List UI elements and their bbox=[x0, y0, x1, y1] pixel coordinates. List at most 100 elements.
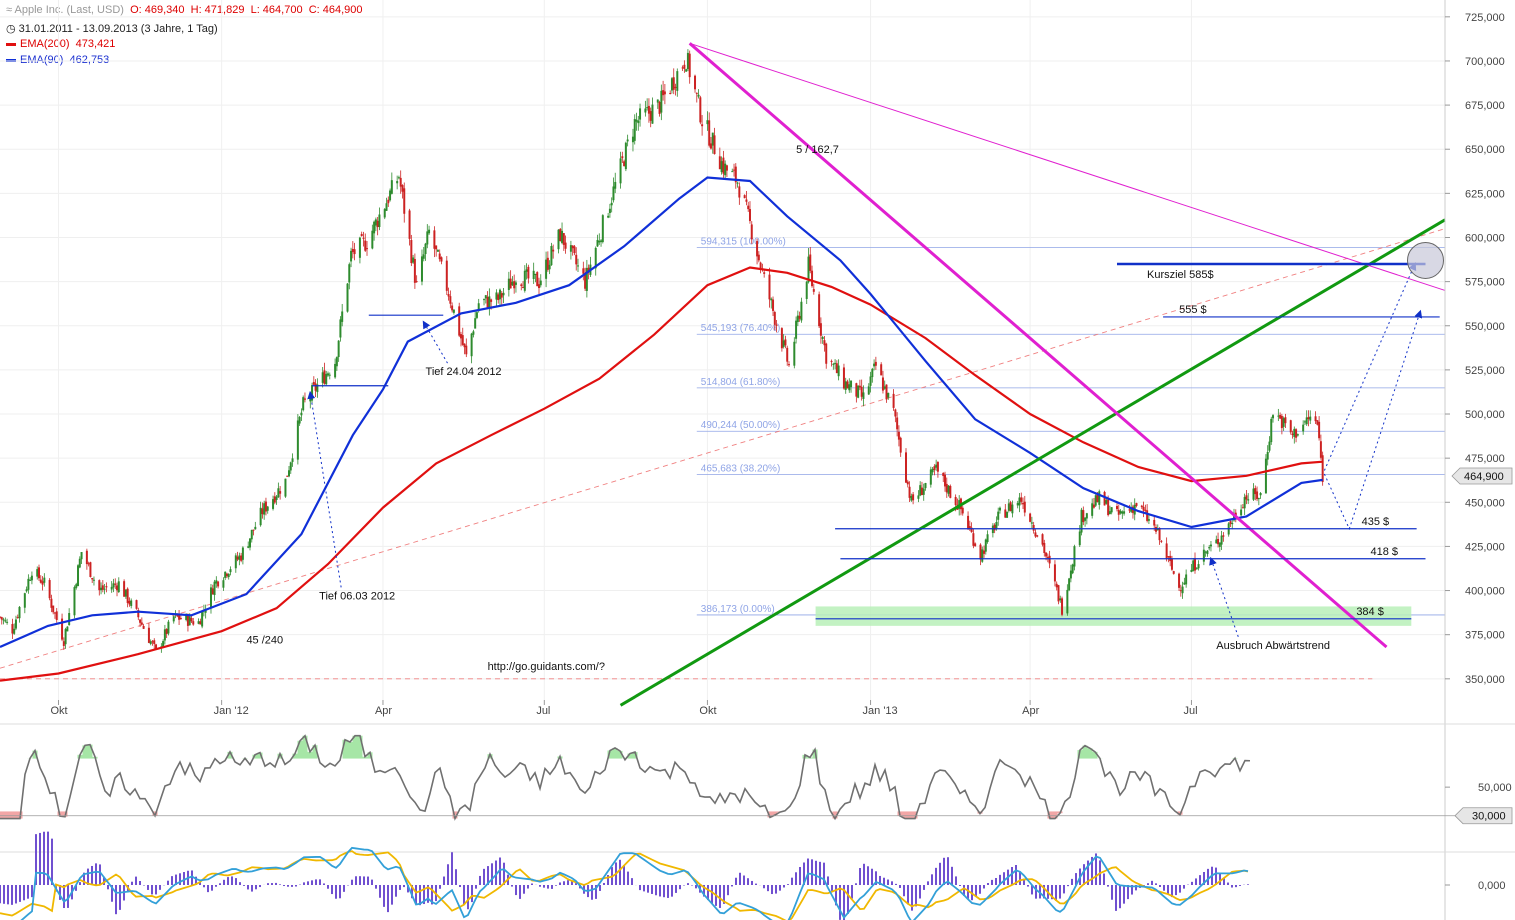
candle-body bbox=[968, 526, 971, 529]
candle-body bbox=[1256, 491, 1259, 500]
candle-body bbox=[844, 381, 847, 390]
candle-body bbox=[899, 437, 902, 453]
candle-body bbox=[1061, 598, 1064, 615]
period-text: 31.01.2011 - 13.09.2013 (3 Jahre, 1 Tag) bbox=[18, 23, 218, 35]
candle-body bbox=[575, 254, 578, 265]
legend-ema90[interactable]: EMA(90) 462,753 bbox=[6, 54, 109, 66]
candle-body bbox=[1209, 544, 1212, 547]
candle-body bbox=[624, 142, 627, 170]
high-value: H: 471,829 bbox=[190, 4, 245, 16]
candle-body bbox=[1170, 559, 1173, 570]
candle-body bbox=[1121, 511, 1124, 514]
candle-body bbox=[18, 606, 21, 619]
candle-body bbox=[2, 619, 5, 621]
candle-body bbox=[50, 598, 53, 608]
candle-body bbox=[945, 483, 948, 493]
candle-body bbox=[149, 641, 152, 644]
candle-body bbox=[68, 613, 71, 625]
candle-body bbox=[1194, 558, 1197, 571]
candle-body bbox=[972, 533, 975, 546]
candle-body bbox=[919, 485, 922, 496]
y-tick-label: 575,000 bbox=[1465, 277, 1505, 289]
fib-label: 386,173 (0.00%) bbox=[701, 604, 775, 615]
candle-body bbox=[649, 111, 652, 121]
candle-body bbox=[887, 392, 890, 398]
candle-body bbox=[929, 469, 932, 485]
candle-body bbox=[1080, 509, 1083, 533]
candle-body bbox=[376, 220, 379, 228]
candle-body bbox=[896, 417, 899, 430]
candle-body bbox=[709, 143, 712, 149]
candle-body bbox=[1291, 433, 1294, 436]
fib-label: 490,244 (50.00%) bbox=[701, 420, 781, 431]
candle-body bbox=[800, 301, 803, 321]
candle-body bbox=[445, 260, 448, 291]
candle-body bbox=[399, 177, 402, 187]
candle-body bbox=[686, 52, 689, 69]
candle-body bbox=[1247, 499, 1250, 501]
ema90-label: EMA(90) bbox=[20, 54, 64, 66]
candle-body bbox=[337, 340, 340, 358]
legend-ema200[interactable]: EMA(200) 473,421 bbox=[6, 38, 115, 50]
candle-body bbox=[787, 364, 790, 366]
candle-body bbox=[552, 249, 555, 252]
candle-body bbox=[672, 77, 675, 90]
candle-body bbox=[64, 629, 67, 645]
candle-body bbox=[694, 75, 697, 90]
candle-body bbox=[585, 267, 588, 291]
ema200-label: EMA(200) bbox=[20, 38, 70, 50]
candle-body bbox=[1280, 415, 1283, 429]
candle-body bbox=[135, 600, 138, 609]
candle-body bbox=[1020, 497, 1023, 502]
candle-body bbox=[486, 296, 489, 309]
candle-body bbox=[477, 303, 480, 312]
candle-body bbox=[98, 580, 101, 591]
candle-body bbox=[1041, 534, 1044, 545]
candle-body bbox=[412, 257, 415, 263]
candle-body bbox=[674, 86, 677, 88]
candle-body bbox=[759, 262, 762, 270]
y-tick-label: 450,000 bbox=[1465, 497, 1505, 509]
candle-body bbox=[1302, 424, 1305, 432]
y-tick-label: 725,000 bbox=[1465, 12, 1505, 24]
candle-body bbox=[860, 386, 863, 397]
candle-body bbox=[1115, 506, 1118, 510]
candle-body bbox=[252, 529, 255, 531]
annotation-text: 45 /240 bbox=[246, 635, 283, 647]
candle-body bbox=[201, 612, 204, 627]
candle-body bbox=[30, 575, 33, 581]
candle-body bbox=[334, 363, 337, 378]
candle-body bbox=[1119, 510, 1122, 514]
candle-body bbox=[1190, 569, 1193, 572]
candle-body bbox=[1192, 560, 1195, 571]
candle-body bbox=[539, 280, 542, 286]
candle-body bbox=[511, 281, 514, 286]
candle-body bbox=[587, 267, 590, 273]
trend-lines bbox=[619, 42, 1446, 707]
candle-body bbox=[662, 90, 665, 96]
candle-body bbox=[706, 120, 709, 125]
candle-body bbox=[1071, 564, 1074, 574]
candle-body bbox=[465, 345, 468, 355]
y-tick-label: 400,000 bbox=[1465, 586, 1505, 598]
candle-body bbox=[984, 539, 987, 552]
candle-body bbox=[27, 578, 30, 590]
candle-body bbox=[917, 495, 920, 499]
candle-body bbox=[339, 319, 342, 338]
candle-body bbox=[39, 579, 42, 583]
candle-body bbox=[1305, 417, 1308, 425]
candle-body bbox=[447, 294, 450, 297]
candle-body bbox=[1254, 488, 1257, 495]
candle-body bbox=[905, 452, 908, 483]
candle-body bbox=[89, 562, 92, 578]
macd-signal-line bbox=[0, 850, 1249, 920]
candle-body bbox=[725, 165, 728, 171]
candle-body bbox=[874, 361, 877, 366]
candle-body bbox=[850, 380, 853, 388]
candle-body bbox=[924, 482, 927, 489]
candle-body bbox=[1277, 415, 1280, 417]
candle-body bbox=[1022, 503, 1025, 505]
candle-body bbox=[830, 360, 833, 362]
candle-body bbox=[610, 202, 613, 206]
